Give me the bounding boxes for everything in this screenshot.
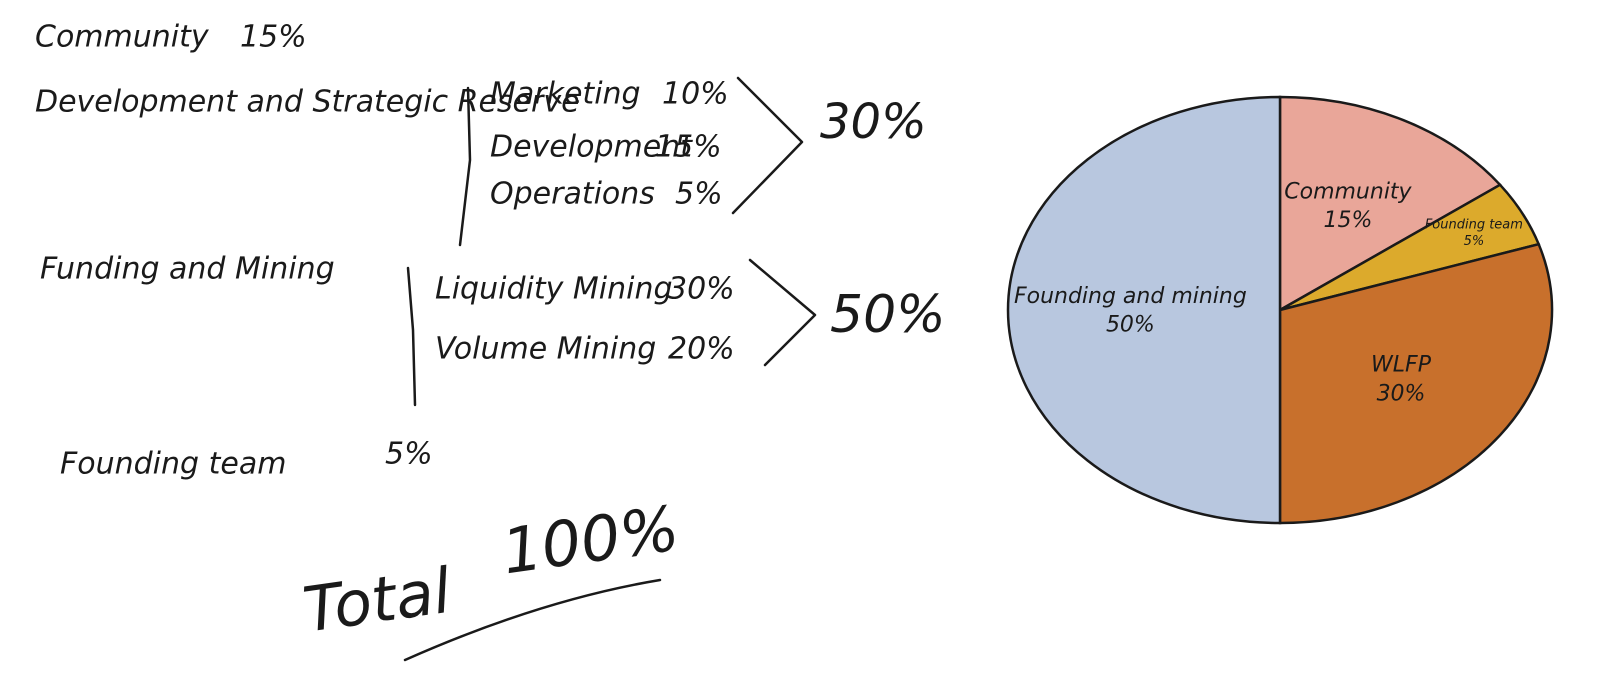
team-label: Founding team bbox=[60, 447, 286, 482]
item-share: 10% bbox=[662, 77, 729, 112]
group-total: 30% bbox=[820, 94, 927, 150]
item-share: 15% bbox=[655, 130, 722, 165]
slice-label: Community bbox=[1284, 179, 1412, 204]
slice-value: 5% bbox=[1464, 234, 1485, 249]
underline bbox=[403, 578, 662, 662]
slice-label: WLFP bbox=[1371, 353, 1432, 378]
reserve-label: Development and Strategic Reserve bbox=[35, 85, 580, 120]
team-share: 5% bbox=[385, 437, 433, 472]
total-label: Total bbox=[299, 554, 455, 647]
item-label: Liquidity Mining bbox=[435, 272, 673, 307]
slice-label: Founding and mining bbox=[1014, 284, 1247, 309]
chevron bbox=[748, 258, 817, 367]
chevron bbox=[731, 76, 804, 215]
community-share: 15% bbox=[240, 20, 307, 55]
slice-value: 50% bbox=[1106, 312, 1155, 337]
item-label: Development bbox=[490, 130, 693, 165]
slice-label: Founding team bbox=[1425, 217, 1523, 232]
funding-label: Funding and Mining bbox=[40, 252, 335, 287]
item-label: Volume Mining bbox=[435, 332, 656, 367]
item-share: 5% bbox=[675, 177, 723, 212]
bracket bbox=[458, 86, 472, 247]
community-label: Community bbox=[35, 20, 210, 55]
total-share: 100% bbox=[498, 491, 684, 588]
item-share: 30% bbox=[668, 272, 735, 307]
pie-slice bbox=[1006, 95, 1282, 525]
group-total: 50% bbox=[830, 285, 946, 345]
slice-value: 30% bbox=[1377, 381, 1426, 406]
item-label: Operations bbox=[490, 177, 655, 212]
slice-value: 15% bbox=[1323, 208, 1372, 233]
pie-slice bbox=[1278, 95, 1503, 313]
pie-slice bbox=[1278, 242, 1554, 525]
item-label: Marketing bbox=[490, 77, 641, 112]
bracket bbox=[406, 266, 417, 407]
item-share: 20% bbox=[668, 332, 735, 367]
total-group: Total 100% bbox=[299, 491, 684, 647]
